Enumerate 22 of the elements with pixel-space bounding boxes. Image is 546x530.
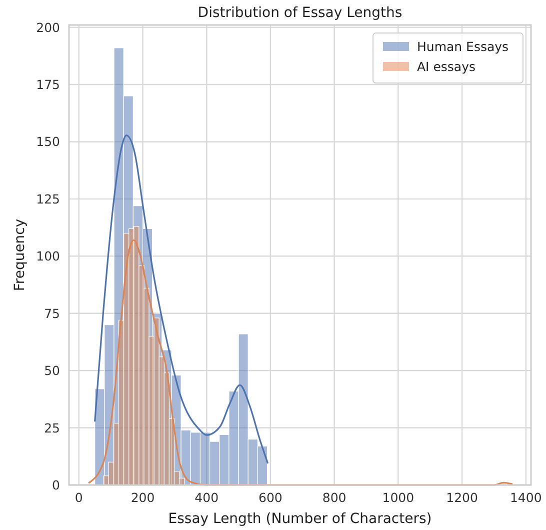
y-tick-label: 100: [36, 248, 60, 264]
y-tick-label: 125: [36, 191, 60, 206]
y-axis-title: Frequency: [12, 218, 28, 292]
x-tick-label: 0: [74, 490, 83, 505]
x-tick-label: 800: [322, 490, 346, 505]
x-tick-label: 1000: [382, 490, 414, 505]
legend-label: Human Essays: [417, 39, 509, 54]
y-tick-label: 50: [44, 363, 60, 378]
y-tick-label: 150: [36, 134, 60, 150]
y-tick-label: 0: [52, 478, 60, 492]
y-tick-label: 200: [36, 20, 60, 35]
x-tick-label: 200: [130, 490, 155, 505]
y-tick-label: 175: [36, 77, 60, 92]
chart-title: Distribution of Essay Lengths: [198, 5, 402, 21]
x-tick-label: 1400: [510, 490, 542, 505]
x-tick-label: 400: [194, 490, 219, 505]
y-tick-label: 75: [44, 306, 60, 321]
y-tick-label: 25: [44, 420, 60, 436]
x-tick-label: 1200: [446, 490, 478, 505]
x-axis-title: Essay Length (Number of Characters): [168, 511, 432, 527]
legend-label: AI essays: [417, 59, 476, 74]
x-tick-label: 600: [258, 490, 282, 505]
